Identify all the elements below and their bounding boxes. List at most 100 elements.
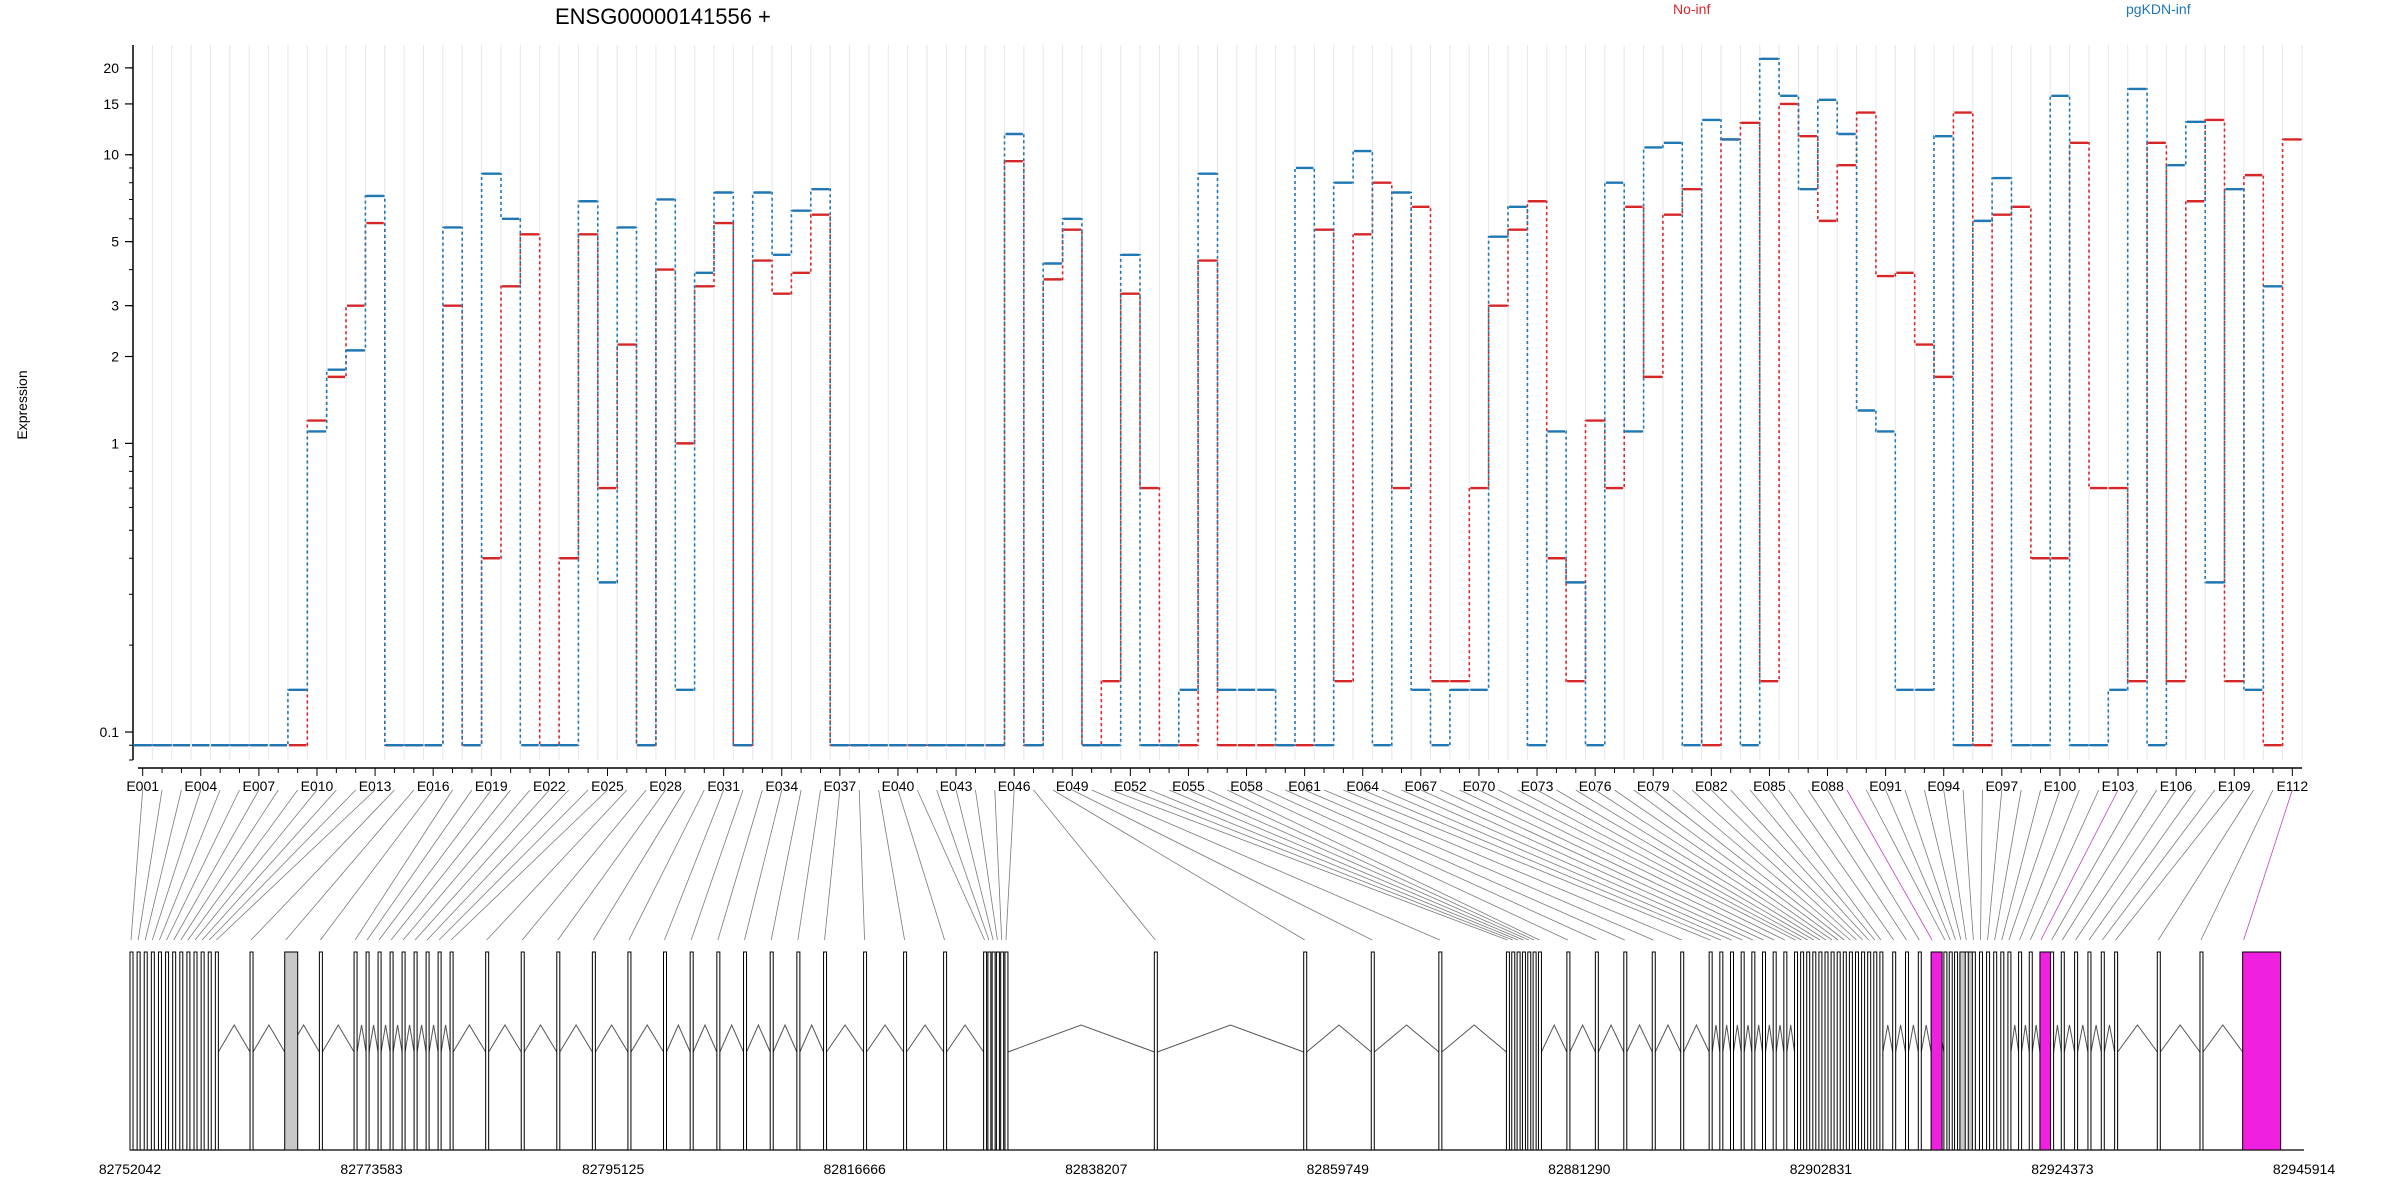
exon-box	[1818, 951, 1823, 1151]
x-tick-label: E094	[1927, 778, 1960, 794]
exon-box	[1824, 951, 1829, 1151]
connector	[320, 789, 434, 941]
genome-tick-label: 82881290	[1548, 1161, 1611, 1177]
y-tick-label: 3	[111, 298, 119, 314]
exon-box	[249, 951, 254, 1151]
exon-box	[1879, 951, 1884, 1151]
connector	[1633, 789, 1839, 941]
intron	[392, 1024, 403, 1053]
exon-box	[214, 951, 219, 1151]
connector	[1188, 789, 1529, 941]
connector	[878, 789, 905, 941]
intron	[1597, 1023, 1625, 1053]
connector	[2061, 789, 2158, 941]
connector	[250, 789, 395, 941]
exon-box	[1594, 951, 1599, 1151]
connector	[1594, 789, 1827, 941]
exon-box	[2060, 951, 2065, 1151]
connector	[438, 789, 589, 941]
connector	[770, 789, 802, 941]
intron	[2159, 1024, 2201, 1053]
connector	[744, 789, 783, 941]
intron	[416, 1024, 427, 1053]
intron	[404, 1024, 415, 1053]
exon-box	[1303, 951, 1308, 1151]
intron	[217, 1024, 251, 1053]
exon-box	[1000, 951, 1005, 1151]
connector	[1994, 789, 2022, 941]
connector	[1846, 789, 1933, 941]
intron	[1920, 1024, 1932, 1053]
intron	[866, 1024, 904, 1053]
connector	[137, 789, 163, 941]
intron	[1722, 1024, 1731, 1053]
intron	[1626, 1023, 1653, 1053]
x-tick-label: E046	[998, 778, 1031, 794]
connector	[1072, 789, 1373, 941]
series-line	[133, 58, 2283, 746]
intron	[1654, 1023, 1682, 1053]
exon-box	[1993, 951, 1998, 1151]
intron	[630, 1024, 664, 1053]
connector	[593, 789, 686, 941]
intron	[2021, 1024, 2030, 1053]
x-tick-label: E088	[1811, 778, 1844, 794]
x-tick-label: E097	[1985, 778, 2018, 794]
exon-box	[2199, 951, 2204, 1151]
connector	[994, 789, 1003, 941]
connector	[2001, 789, 2041, 941]
connector	[201, 789, 337, 941]
x-tick-label: E025	[591, 778, 624, 794]
connector	[664, 789, 725, 941]
x-tick-label: E034	[765, 778, 798, 794]
connector	[194, 789, 318, 941]
intron	[2031, 1024, 2041, 1053]
exon-box	[943, 951, 948, 1151]
gene-model-track	[129, 951, 2304, 1151]
x-tick-label: E103	[2102, 778, 2135, 794]
intron	[1733, 1024, 1742, 1053]
exon-box	[136, 951, 141, 1151]
connector	[858, 789, 865, 941]
exon-box	[318, 951, 323, 1151]
y-tick-label: 5	[111, 234, 119, 250]
exon-box	[389, 951, 394, 1151]
intron	[1882, 1024, 1894, 1053]
intron	[2117, 1024, 2158, 1053]
exon-box	[1917, 951, 1922, 1151]
exon-box	[1762, 951, 1767, 1151]
exon-box	[1842, 951, 1847, 1151]
connector	[1343, 789, 1711, 941]
exon-box	[1370, 951, 1375, 1151]
x-tick-label: E013	[359, 778, 392, 794]
x-tick-label: E076	[1579, 778, 1612, 794]
x-tick-label: E037	[824, 778, 857, 794]
exon-box	[1153, 951, 1158, 1151]
y-tick-label: 2	[111, 348, 119, 364]
connector	[975, 789, 998, 941]
connector	[628, 789, 705, 941]
exon-box	[2000, 951, 2005, 1151]
exon-box	[1772, 951, 1777, 1151]
connector	[2075, 789, 2177, 941]
exon-box	[995, 951, 1000, 1151]
x-tick-label: E055	[1172, 778, 1205, 794]
exon-box	[1527, 951, 1532, 1151]
exon-box	[1740, 951, 1745, 1151]
connector	[521, 789, 647, 941]
connector	[1110, 789, 1508, 941]
intron	[1540, 1023, 1568, 1053]
exon-box	[743, 951, 748, 1151]
connector	[1614, 789, 1833, 941]
connector	[426, 789, 570, 941]
connector	[2088, 789, 2196, 941]
connector	[1749, 789, 1876, 941]
exon-box	[179, 951, 184, 1151]
connector	[1498, 789, 1796, 941]
legend-no-inf: No-inf	[1673, 1, 1710, 17]
connector	[1052, 789, 1305, 941]
intron	[2053, 1024, 2062, 1053]
connector	[897, 789, 945, 941]
exon-box	[2114, 951, 2119, 1151]
